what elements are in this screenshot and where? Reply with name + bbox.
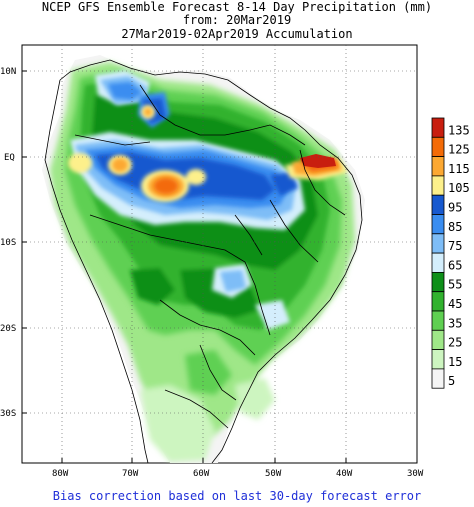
legend-swatch <box>431 368 445 389</box>
lon-label: 70W <box>122 469 139 479</box>
lon-label: 80W <box>52 469 69 479</box>
legend-swatch <box>431 310 445 331</box>
legend-swatch <box>431 252 445 273</box>
legend-label: 45 <box>448 297 462 311</box>
axis-ticks <box>22 70 418 463</box>
lat-label: 10S <box>0 238 16 248</box>
lat-label: EQ <box>4 153 15 163</box>
accumulation-period: 27Mar2019-02Apr2019 Accumulation <box>121 27 353 41</box>
graticule <box>22 45 417 463</box>
legend-swatch <box>431 271 445 293</box>
precipitation-fields <box>22 45 417 463</box>
legend-swatch <box>431 117 445 138</box>
lon-label: 30W <box>407 469 424 479</box>
legend-label: 95 <box>448 201 462 215</box>
legend-swatch <box>431 233 445 254</box>
legend-label: 85 <box>448 220 462 234</box>
legend-label: 105 <box>448 181 470 195</box>
legend-swatch <box>431 136 445 158</box>
longitude-labels: 80W 70W 60W 50W 40W 30W <box>52 469 424 479</box>
legend-swatch <box>431 291 445 312</box>
legend-swatch <box>431 329 445 350</box>
lat-label: 30S <box>0 409 16 419</box>
legend-swatch <box>431 214 445 235</box>
precipitation-legend: 135 125 115 105 95 85 75 65 55 45 35 25 15 5 <box>431 117 470 389</box>
country-borders <box>44 59 363 463</box>
legend-label: 5 <box>448 374 455 388</box>
legend-label: 55 <box>448 278 462 292</box>
legend-label: 15 <box>448 355 462 369</box>
legend-label: 125 <box>448 143 470 157</box>
map-title: NCEP GFS Ensemble Forecast 8-14 Day Prec… <box>41 0 433 14</box>
legend-swatch <box>431 194 445 215</box>
legend-label: 35 <box>448 316 462 330</box>
legend-label: 135 <box>448 123 470 137</box>
lon-label: 50W <box>265 469 282 479</box>
lon-label: 40W <box>336 469 353 479</box>
legend-label: 25 <box>448 336 462 350</box>
lat-label: 10N <box>0 67 16 77</box>
legend-label: 115 <box>448 162 470 176</box>
legend-label: 75 <box>448 239 462 253</box>
forecast-date: from: 20Mar2019 <box>182 13 292 27</box>
lat-label: 20S <box>0 324 16 334</box>
bias-correction-note: Bias correction based on last 30-day for… <box>52 489 422 503</box>
legend-swatch <box>431 156 445 177</box>
legend-label: 65 <box>448 258 462 272</box>
legend-swatch <box>431 349 445 370</box>
lon-label: 60W <box>193 469 210 479</box>
legend-swatch <box>431 175 445 196</box>
latitude-labels: 10N EQ 10S 20S 30S <box>0 67 16 419</box>
